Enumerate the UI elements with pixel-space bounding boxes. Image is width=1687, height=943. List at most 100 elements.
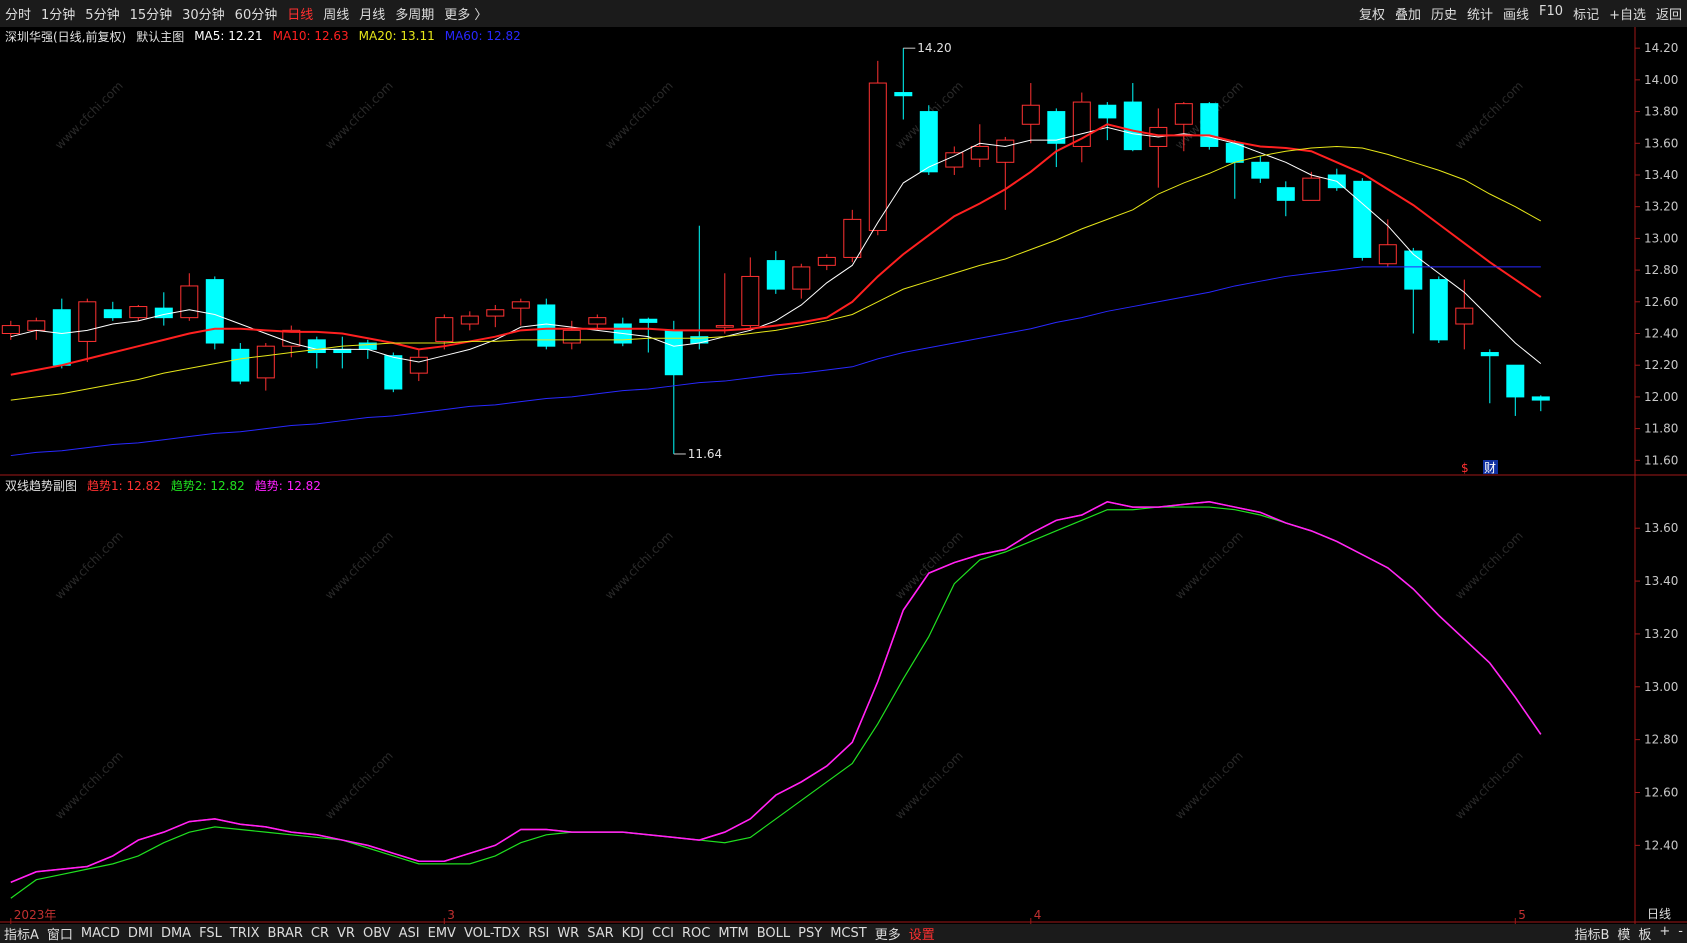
indicator-tab[interactable]: KDJ	[621, 926, 645, 941]
bottom-button[interactable]: +	[1659, 924, 1671, 939]
candle-body	[1276, 187, 1295, 201]
period-label: 日线	[1647, 907, 1671, 921]
series-line	[10, 126, 1542, 365]
bottom-button[interactable]: -	[1678, 924, 1683, 939]
period-tab[interactable]: 15分钟	[129, 8, 173, 23]
watermark: www.cfchi.com	[52, 749, 126, 823]
candle-body	[129, 306, 148, 319]
y-tick-label: 12.80	[1644, 733, 1678, 747]
indicator-tab[interactable]: VOL-TDX	[463, 926, 521, 941]
candle-body	[792, 266, 811, 290]
indicator-tab[interactable]: CR	[310, 926, 330, 941]
indicator-tab[interactable]: 窗口	[46, 928, 73, 943]
candle-body	[1072, 101, 1091, 147]
tool-button[interactable]: 标记	[1573, 8, 1600, 23]
bottom-right: 指标B 模板 + -	[1570, 924, 1687, 943]
tool-button[interactable]: F10	[1539, 4, 1564, 19]
indicator-tab[interactable]: CCI	[652, 926, 675, 941]
candle-body	[996, 139, 1015, 163]
candle-body	[27, 320, 46, 331]
y-tick-label: 13.40	[1644, 168, 1678, 182]
indicator-tab[interactable]: OBV	[362, 926, 391, 941]
indicator-tab[interactable]: VR	[337, 926, 355, 941]
candle-body	[1302, 177, 1321, 201]
bottom-button[interactable]: 指标B	[1574, 928, 1610, 943]
tool-button[interactable]: 叠加	[1394, 8, 1421, 23]
y-tick-label: 12.40	[1644, 327, 1678, 341]
indicator-tab[interactable]: MCST	[830, 926, 867, 941]
series-line	[10, 145, 1542, 401]
candle-body	[511, 301, 530, 309]
period-tab[interactable]: 月线	[359, 8, 386, 23]
indicator-tab[interactable]: ROC	[682, 926, 711, 941]
period-tab[interactable]: 1分钟	[41, 8, 76, 23]
tool-button[interactable]: 统计	[1467, 8, 1494, 23]
indicator-tab[interactable]: ASI	[398, 926, 420, 941]
tool-button[interactable]: 历史	[1430, 8, 1457, 23]
period-tab[interactable]: 5分钟	[85, 8, 120, 23]
indicator-tab[interactable]: SAR	[587, 926, 614, 941]
y-tick-label: 12.20	[1644, 358, 1678, 372]
bottom-button[interactable]: 模	[1617, 928, 1631, 943]
candle-body	[894, 92, 913, 97]
indicator-tab[interactable]: EMV	[427, 926, 456, 941]
indicator-tab[interactable]: DMI	[127, 926, 153, 941]
series-line	[10, 123, 1542, 376]
x-tick-label: 2023年	[14, 908, 57, 922]
indicator-tab[interactable]: BRAR	[267, 926, 303, 941]
y-tick-label: 13.00	[1644, 231, 1678, 245]
tool-button[interactable]: 画线	[1503, 8, 1530, 23]
y-tick-label: 11.80	[1644, 422, 1678, 436]
legend-entry: MA10: 12.63	[272, 29, 349, 43]
candle-body	[1404, 250, 1423, 290]
period-tab[interactable]: 日线	[287, 8, 314, 23]
period-tab[interactable]: 30分钟	[182, 8, 225, 23]
legend-entry: 趋势2: 12.82	[170, 478, 245, 493]
candle-body	[282, 329, 301, 347]
indicator-tab[interactable]: 指标A	[4, 928, 39, 943]
y-tick-label: 13.60	[1644, 521, 1678, 535]
indicator-tab[interactable]: FSL	[199, 926, 222, 941]
candle-body	[1, 325, 20, 335]
watermark: www.cfchi.com	[1452, 749, 1526, 823]
candle-body	[1021, 104, 1040, 125]
period-tab[interactable]: 多周期	[395, 8, 435, 23]
bottom-button[interactable]: 板	[1638, 928, 1652, 943]
indicator-tab[interactable]: MTM	[718, 926, 749, 941]
watermark: www.cfchi.com	[892, 529, 966, 603]
candle-body	[537, 304, 556, 347]
watermark: www.cfchi.com	[602, 79, 676, 153]
candle-body	[460, 315, 479, 325]
indicator-tab[interactable]: 更多	[874, 928, 901, 943]
candle-body	[843, 218, 862, 258]
y-tick-label: 12.60	[1644, 295, 1678, 309]
y-tick-label: 12.00	[1644, 390, 1678, 404]
indicator-tab[interactable]: RSI	[528, 926, 550, 941]
candle-body	[1174, 103, 1193, 125]
y-tick-label: 14.00	[1644, 73, 1678, 87]
tool-button[interactable]: +自选	[1609, 8, 1646, 23]
tool-button[interactable]: 返回	[1655, 8, 1682, 23]
indicator-tab[interactable]: TRIX	[229, 926, 260, 941]
candle-body	[1531, 396, 1550, 401]
indicator-tab[interactable]: BOLL	[756, 926, 791, 941]
period-tab[interactable]: 周线	[323, 8, 350, 23]
indicator-tab[interactable]: 设置	[908, 928, 935, 943]
y-tick-label: 12.60	[1644, 786, 1678, 800]
indicator-tab[interactable]: DMA	[160, 926, 192, 941]
indicator-tab[interactable]: MACD	[80, 926, 120, 941]
tool-button[interactable]: 复权	[1358, 8, 1385, 23]
indicator-tab[interactable]: PSY	[798, 926, 823, 941]
candle-body	[562, 329, 581, 344]
watermark: www.cfchi.com	[602, 529, 676, 603]
candle-body	[78, 301, 97, 342]
period-tab[interactable]: 分时	[5, 8, 32, 23]
candle-body	[1149, 126, 1168, 147]
candle-body	[817, 256, 836, 266]
candle-body	[1429, 279, 1448, 341]
indicator-tab[interactable]: WR	[557, 926, 580, 941]
period-tab[interactable]: 60分钟	[234, 8, 278, 23]
period-tab[interactable]: 更多 〉	[444, 8, 488, 23]
watermark: www.cfchi.com	[52, 529, 126, 603]
